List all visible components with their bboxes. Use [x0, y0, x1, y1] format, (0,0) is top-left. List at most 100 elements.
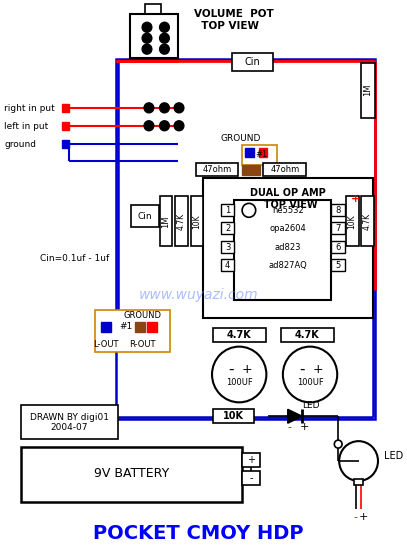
- Text: www.wuyazi.com: www.wuyazi.com: [139, 288, 258, 302]
- Circle shape: [242, 203, 256, 218]
- Text: 10K: 10K: [223, 412, 244, 421]
- Bar: [175, 196, 188, 246]
- Bar: [263, 163, 306, 176]
- Text: GROUND: GROUND: [123, 311, 161, 320]
- Circle shape: [144, 103, 154, 113]
- Bar: [221, 222, 234, 234]
- Text: -: -: [354, 512, 358, 522]
- Text: 4.7K: 4.7K: [363, 213, 372, 230]
- Circle shape: [142, 22, 152, 32]
- Circle shape: [339, 441, 378, 481]
- Bar: [221, 259, 234, 271]
- Bar: [203, 179, 373, 318]
- Bar: [331, 222, 345, 234]
- Text: #1: #1: [256, 150, 268, 159]
- Circle shape: [160, 44, 169, 54]
- Text: 7: 7: [335, 224, 341, 233]
- Text: 47ohm: 47ohm: [270, 165, 300, 174]
- Bar: [131, 206, 159, 227]
- Text: +: +: [247, 455, 255, 465]
- Bar: [147, 322, 157, 332]
- Circle shape: [142, 33, 152, 43]
- Bar: [361, 63, 375, 118]
- Bar: [190, 196, 203, 246]
- Bar: [195, 163, 238, 176]
- Bar: [346, 196, 359, 246]
- Text: 10K: 10K: [192, 214, 201, 229]
- Text: L-OUT: L-OUT: [94, 340, 119, 349]
- Text: ne5532: ne5532: [272, 206, 304, 215]
- Text: right in put: right in put: [4, 104, 55, 113]
- Circle shape: [160, 22, 169, 32]
- Bar: [213, 409, 254, 423]
- Text: DUAL OP AMP
  TOP VIEW: DUAL OP AMP TOP VIEW: [250, 189, 326, 210]
- Text: +: +: [242, 363, 252, 376]
- Text: LED: LED: [384, 451, 403, 461]
- Bar: [61, 104, 69, 112]
- Text: 4: 4: [225, 260, 230, 270]
- Circle shape: [160, 33, 169, 43]
- Text: 5: 5: [336, 260, 341, 270]
- Circle shape: [144, 121, 154, 131]
- Text: GROUND: GROUND: [221, 134, 261, 143]
- Text: +: +: [313, 363, 323, 376]
- Text: 100UF: 100UF: [226, 378, 253, 387]
- Text: -: -: [229, 362, 234, 377]
- Text: 4.7K: 4.7K: [295, 330, 319, 340]
- Bar: [331, 259, 345, 271]
- Text: 4.7K: 4.7K: [227, 330, 252, 340]
- Text: #1: #1: [119, 322, 132, 331]
- Bar: [331, 241, 345, 253]
- Text: -: -: [288, 422, 292, 432]
- Text: 8: 8: [335, 206, 341, 215]
- Text: +: +: [300, 422, 309, 432]
- Bar: [258, 147, 267, 157]
- Text: 3: 3: [225, 243, 230, 252]
- Text: 9V BATTERY: 9V BATTERY: [94, 467, 169, 481]
- Bar: [242, 471, 260, 485]
- Bar: [242, 453, 260, 467]
- Text: DRAWN BY digi01
2004-07: DRAWN BY digi01 2004-07: [30, 413, 109, 432]
- Text: 2: 2: [225, 224, 230, 233]
- Bar: [234, 201, 331, 300]
- Text: 1M: 1M: [161, 215, 170, 227]
- Bar: [101, 322, 111, 332]
- Circle shape: [212, 347, 266, 402]
- Bar: [242, 164, 260, 174]
- Circle shape: [160, 103, 169, 113]
- Text: 10K: 10K: [347, 214, 356, 229]
- Bar: [221, 204, 234, 216]
- Bar: [232, 53, 273, 71]
- Bar: [61, 122, 69, 130]
- Bar: [213, 328, 266, 341]
- Circle shape: [334, 440, 342, 448]
- Bar: [136, 322, 145, 332]
- Text: Cin=0.1uf - 1uf: Cin=0.1uf - 1uf: [40, 254, 109, 262]
- Bar: [94, 310, 170, 352]
- Text: 1M: 1M: [363, 84, 372, 96]
- Text: 47ohm: 47ohm: [202, 165, 232, 174]
- Bar: [116, 59, 375, 419]
- Text: +: +: [351, 195, 360, 204]
- Text: LED: LED: [302, 401, 320, 410]
- Text: -: -: [300, 362, 305, 377]
- Text: VOLUME  POT
  TOP VIEW: VOLUME POT TOP VIEW: [194, 9, 274, 31]
- Bar: [245, 147, 254, 157]
- Bar: [160, 196, 172, 246]
- Bar: [354, 479, 363, 485]
- Text: POCKET CMOY HDP: POCKET CMOY HDP: [93, 524, 304, 543]
- Text: ad823: ad823: [274, 243, 301, 252]
- Text: R-OUT: R-OUT: [129, 340, 155, 349]
- Bar: [242, 145, 277, 164]
- Bar: [21, 447, 242, 502]
- Circle shape: [174, 121, 184, 131]
- Bar: [145, 4, 161, 14]
- Text: opa2604: opa2604: [269, 224, 306, 233]
- Circle shape: [283, 347, 337, 402]
- Bar: [281, 328, 334, 341]
- Text: 100UF: 100UF: [297, 378, 324, 387]
- Bar: [361, 196, 374, 246]
- Text: ad827AQ: ad827AQ: [268, 260, 307, 270]
- Text: +: +: [359, 512, 368, 522]
- Text: 6: 6: [335, 243, 341, 252]
